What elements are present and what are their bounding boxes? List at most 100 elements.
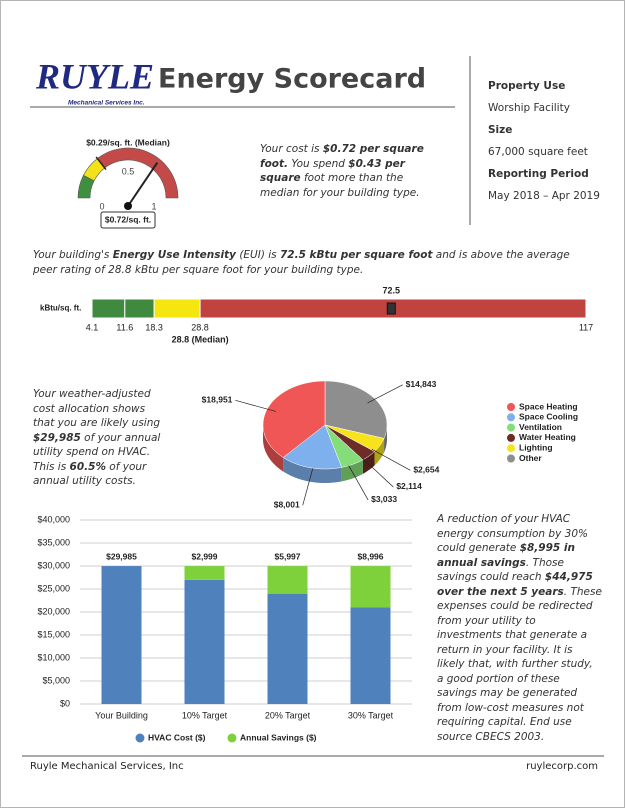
text: $0.43 per square	[260, 157, 405, 185]
legend-swatch	[135, 733, 145, 743]
y-tick-label: $40,000	[37, 514, 70, 524]
y-tick-label: $0	[60, 698, 70, 708]
x-tick-label: 11.6	[116, 322, 133, 332]
value-label: 72.5	[383, 285, 401, 295]
legend-label: Annual Savings ($)	[240, 732, 317, 742]
text: $29,985	[33, 431, 81, 444]
text: $8,995 in annual savings	[437, 542, 575, 569]
y-tick-label: $10,000	[37, 652, 70, 662]
bar-value-label: $2,999	[192, 551, 218, 561]
property-value: 67,000 square feet	[488, 146, 588, 158]
pie-value-label: $2,654	[413, 465, 439, 475]
x-tick-label: 30% Target	[348, 710, 394, 720]
text: A reduction of your HVAC energy consumpt…	[437, 513, 588, 554]
pie-top	[324, 424, 364, 468]
text: 72.5 kBtu per square foot	[280, 249, 433, 261]
eui-band	[124, 298, 155, 319]
pie-value-label: $3,033	[371, 494, 397, 504]
savings-text: A reduction of your HVAC energy consumpt…	[437, 512, 602, 744]
y-tick-label: $15,000	[37, 629, 70, 639]
y-tick-label: $20,000	[37, 606, 70, 616]
text: foot more than the median for your build…	[260, 172, 420, 199]
gauge-text: Your cost is $0.72 per square foot. You …	[260, 142, 445, 200]
bar-segment	[350, 566, 391, 608]
page-title: Energy Scorecard	[158, 64, 426, 95]
logo-sub: Mechanical Services Inc.	[68, 100, 145, 107]
median-label: 28.8 (Median)	[172, 334, 229, 344]
pie-slice	[324, 424, 364, 482]
legend-label: Ventilation	[519, 422, 562, 432]
property-value: May 2018 – Apr 2019	[488, 190, 600, 202]
text: (EUI) is	[235, 249, 280, 261]
pie-value-label: $8,001	[274, 500, 300, 510]
pie-side	[374, 438, 385, 466]
text: Your cost is	[260, 143, 323, 155]
legend-swatch	[227, 733, 237, 743]
legend-swatch	[507, 433, 515, 442]
value-marker	[386, 302, 396, 315]
eui-band	[91, 298, 126, 319]
value-box	[100, 211, 156, 229]
pie-text: Your weather-adjusted cost allocation sh…	[33, 387, 168, 489]
gauge-tick-label: 1	[151, 201, 156, 211]
text: Your weather-adjusted cost allocation sh…	[33, 388, 161, 429]
gauge-tick-label: 0	[99, 201, 104, 211]
bar-segment	[267, 593, 308, 704]
logo: RUYLE	[35, 56, 154, 96]
pie-value-label: $14,843	[406, 379, 437, 389]
gauge-tick-label: 0.5	[122, 166, 135, 176]
legend-label: Water Heating	[519, 432, 576, 442]
legend-swatch	[507, 403, 515, 411]
legend-swatch	[507, 444, 515, 453]
legend-label: Space Heating	[519, 401, 578, 411]
value-label: $0.72/sq. ft.	[105, 214, 151, 224]
leader-line	[371, 448, 411, 471]
text: Your building's	[33, 249, 113, 261]
needle	[127, 161, 159, 207]
property-value: Worship Facility	[488, 102, 570, 114]
needle-hub	[124, 202, 132, 210]
legend-swatch	[507, 423, 515, 432]
pie-side-shade	[341, 459, 363, 482]
text: 60.5%	[69, 460, 106, 473]
legend-swatch	[507, 454, 515, 463]
bar-segment	[184, 579, 225, 704]
y-tick-label: $35,000	[37, 537, 70, 547]
median-label: $0.29/sq. ft. (Median)	[86, 137, 170, 147]
bar-segment	[101, 566, 142, 704]
bar-value-label: $29,985	[106, 551, 137, 561]
eui-band	[153, 298, 201, 319]
x-tick-label: 20% Target	[265, 710, 311, 720]
x-tick-label: 117	[579, 322, 593, 332]
legend-label: Lighting	[519, 442, 553, 452]
text: . These expenses could be redirected fro…	[437, 585, 602, 743]
bar-segment	[350, 607, 391, 704]
y-tick-label: $30,000	[37, 560, 70, 570]
median-marker	[95, 156, 107, 171]
y-tick-label: $25,000	[37, 583, 70, 593]
legend-swatch	[507, 413, 515, 422]
x-tick-label: 4.1	[86, 322, 99, 332]
bar-value-label: $5,997	[275, 551, 301, 561]
bar-segment	[184, 566, 225, 580]
gauge-band	[96, 147, 179, 199]
pie-side	[362, 451, 375, 474]
text: $44,975 over the next 5 years	[437, 571, 593, 598]
leader-line	[367, 384, 403, 404]
pie-top	[324, 424, 385, 452]
leader-line	[348, 465, 369, 501]
leader-line	[362, 458, 394, 488]
x-tick-label: 28.8	[191, 322, 209, 332]
bar-segment	[267, 566, 308, 594]
legend-label: Other	[519, 453, 542, 463]
text: of your annual utility spend on HVAC. Th…	[33, 431, 161, 473]
property-label: Property Use	[488, 80, 566, 92]
text: Energy Use Intensity	[112, 249, 236, 261]
text: . Those savings could reach	[437, 556, 564, 584]
text: and is above the average peer rating of …	[33, 249, 570, 276]
leader-line	[235, 399, 276, 412]
pie-side	[263, 425, 284, 472]
legend-label: HVAC Cost ($)	[148, 732, 206, 742]
